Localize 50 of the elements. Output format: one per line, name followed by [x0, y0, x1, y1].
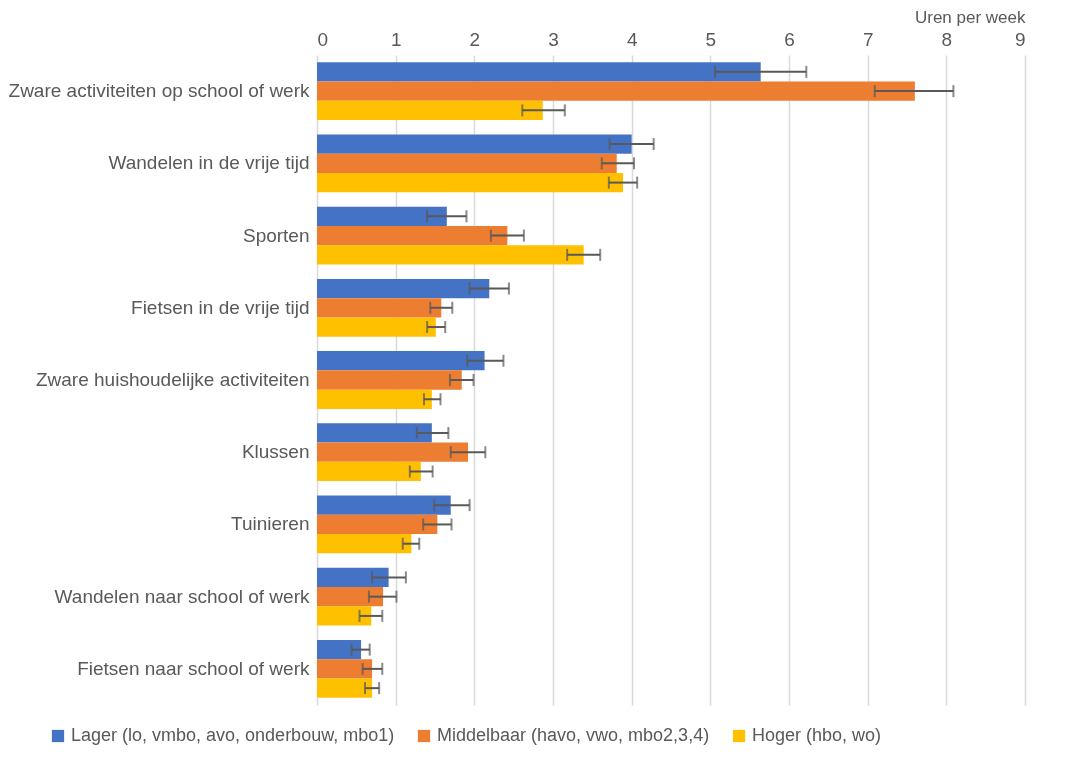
- y-tick-label: Zware huishoudelijke activiteiten: [35, 369, 310, 390]
- x-tick-label: 0: [317, 28, 329, 50]
- x-axis-title: Uren per week: [914, 7, 1026, 27]
- x-tick-label: 9: [1014, 28, 1026, 50]
- x-tick-label: 3: [548, 28, 559, 50]
- bar: [317, 153, 617, 173]
- legend-label: Lager (lo, vmbo, avo, onderbouw, mbo1): [71, 725, 395, 745]
- y-tick-label: Klussen: [241, 441, 310, 463]
- legend-label: Middelbaar (havo, vwo, mbo2,3,4): [437, 725, 710, 745]
- bar: [317, 206, 447, 226]
- x-tick-label: 7: [862, 28, 874, 50]
- y-tick-label: Wandelen naar school of werk: [54, 585, 310, 607]
- bar: [317, 461, 421, 482]
- bar: [317, 81, 915, 101]
- bar: [317, 587, 384, 607]
- y-tick-label: Fietsen in de vrije tijd: [131, 296, 310, 318]
- bar: [317, 567, 389, 588]
- bar: [317, 62, 761, 82]
- bar: [317, 389, 432, 409]
- bar: [317, 172, 624, 193]
- bar: [317, 442, 469, 462]
- y-tick-label: Zware activiteiten op school of werk: [8, 80, 310, 102]
- bar: [317, 606, 372, 626]
- bar: [317, 245, 584, 265]
- y-tick-label: Tuinieren: [230, 513, 310, 535]
- bar: [317, 134, 632, 154]
- x-tick-label: 2: [469, 28, 481, 50]
- bar: [317, 678, 373, 698]
- bar: [317, 534, 412, 554]
- bar: [317, 225, 508, 246]
- bar: [317, 423, 432, 443]
- bar: [317, 659, 373, 679]
- x-tick-label: 5: [705, 28, 717, 50]
- bar: [317, 351, 485, 371]
- legend-label: Hoger (hbo, wo): [752, 725, 882, 745]
- x-tick-label: 4: [626, 28, 638, 50]
- bar: [317, 514, 438, 535]
- bar: [317, 278, 490, 299]
- bar: [317, 640, 362, 660]
- bar: [317, 298, 442, 318]
- y-tick-label: Fietsen naar school of werk: [77, 657, 310, 679]
- y-tick-label: Wandelen in de vrije tijd: [108, 152, 310, 174]
- bar: [317, 100, 543, 120]
- x-tick-label: 8: [941, 28, 953, 50]
- y-tick-label: Sporten: [242, 224, 310, 246]
- bar: [317, 370, 462, 390]
- bar: [317, 495, 451, 515]
- bar: [317, 317, 436, 337]
- x-tick-label: 1: [390, 28, 402, 50]
- x-tick-label: 6: [784, 28, 795, 50]
